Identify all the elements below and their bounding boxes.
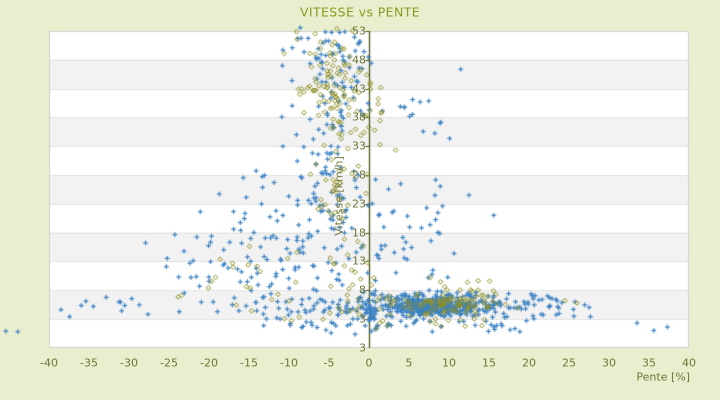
x-tick-label: 35 [642,356,656,370]
y-axis-title: Vitesse [km/h] [332,156,346,236]
x-tick-label: -40 [40,356,58,370]
x-tick-label: -25 [160,356,178,370]
chart-title: VITESSE vs PENTE [299,4,421,20]
x-tick-label: 5 [405,356,413,370]
x-tick-label: 20 [522,356,536,370]
y-tick-label: 23 [352,197,366,211]
y-tick-label: 18 [352,226,366,240]
y-tick-label: 33 [352,139,366,153]
y-tick-label: 43 [352,82,366,96]
x-tick-label: -10 [280,356,298,370]
x-tick-label: 0 [365,356,373,370]
x-axis-title: Pente [%] [636,370,690,384]
x-tick-label: 30 [602,356,616,370]
x-tick-label: 10 [442,356,456,370]
y-tick-label: 3 [359,312,366,326]
x-tick-label: 15 [482,356,496,370]
y-axis-min-label: 3 [359,341,366,355]
y-tick-label: 38 [352,110,366,124]
y-tick-label: 28 [352,168,366,182]
x-tick-label: -15 [240,356,258,370]
y-tick-label: 48 [352,53,366,67]
y-tick-label: 13 [352,254,366,268]
x-tick-label: -35 [80,356,98,370]
y-tick-label: 8 [359,283,366,297]
x-tick-label: -20 [200,356,218,370]
x-tick-label: 25 [562,356,576,370]
x-tick-label: -5 [323,356,335,370]
x-tick-label: 40 [682,356,696,370]
x-tick-label: -30 [120,356,138,370]
y-tick-label: 53 [352,24,366,38]
